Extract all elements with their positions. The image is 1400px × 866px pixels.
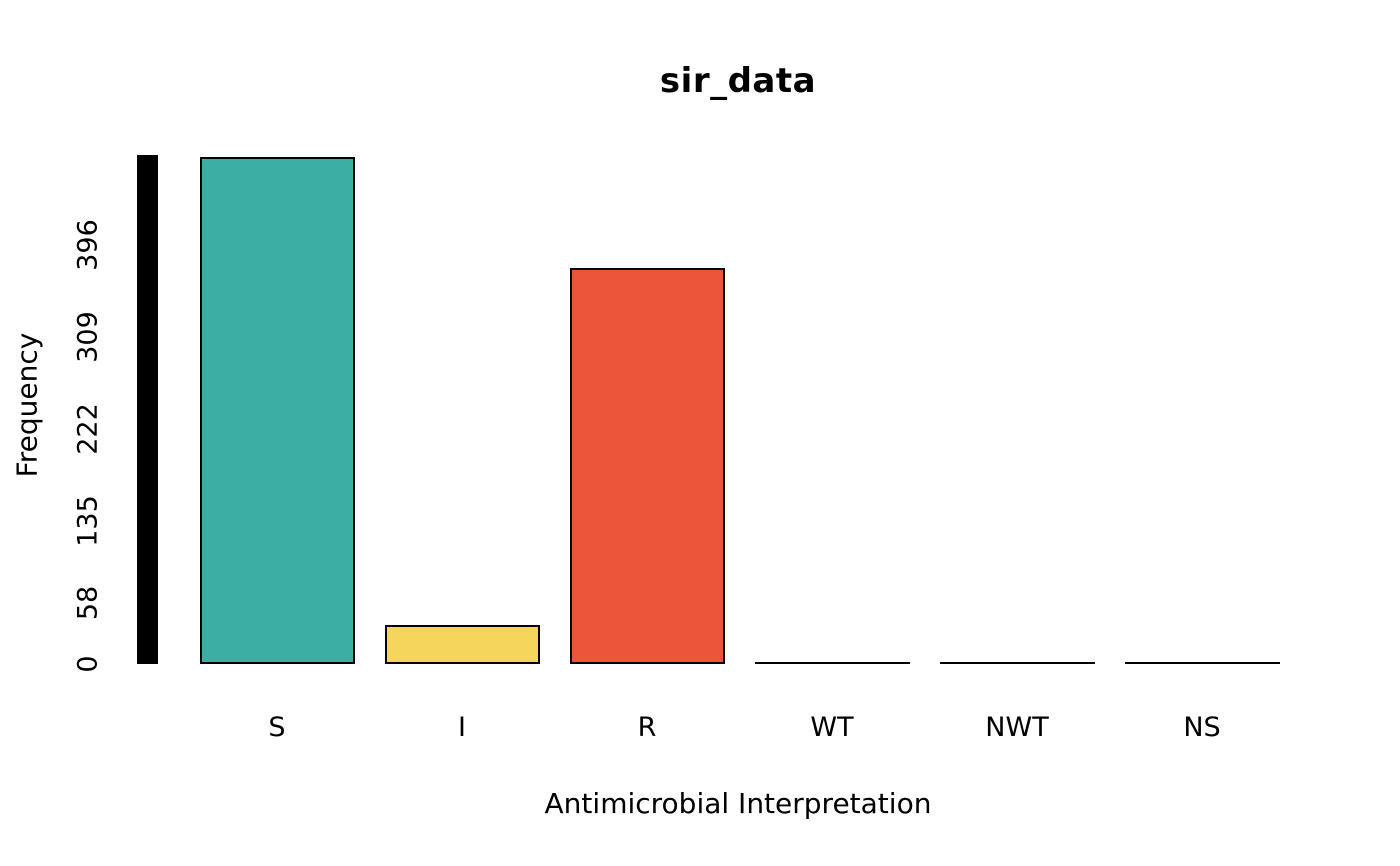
y-tick-label: 135 [72, 495, 104, 547]
y-tick-label: 309 [72, 311, 104, 363]
y-axis-bar [137, 155, 158, 664]
bar-i [384, 625, 540, 664]
y-tick-label: 0 [72, 655, 104, 673]
bar-nwt [939, 662, 1095, 664]
x-category-label-s: S [268, 712, 286, 743]
chart-title: sir_data [659, 61, 817, 101]
y-axis-title-text: Frequency [10, 332, 44, 478]
y-tick-label: 396 [72, 219, 104, 271]
x-category-label-i: I [458, 712, 466, 743]
x-category-label-ns: NS [1183, 712, 1221, 743]
x-category-label-nwt: NWT [985, 712, 1049, 743]
bar-wt [754, 662, 910, 664]
bar-r [569, 268, 725, 664]
x-category-label-wt: WT [810, 712, 854, 743]
bar-ns [1124, 662, 1280, 664]
x-axis-title: Antimicrobial Interpretation [544, 787, 932, 820]
y-tick-label: 222 [72, 403, 104, 455]
bar-s [199, 157, 355, 664]
y-tick-label: 58 [72, 585, 104, 621]
x-category-label-r: R [637, 712, 657, 743]
